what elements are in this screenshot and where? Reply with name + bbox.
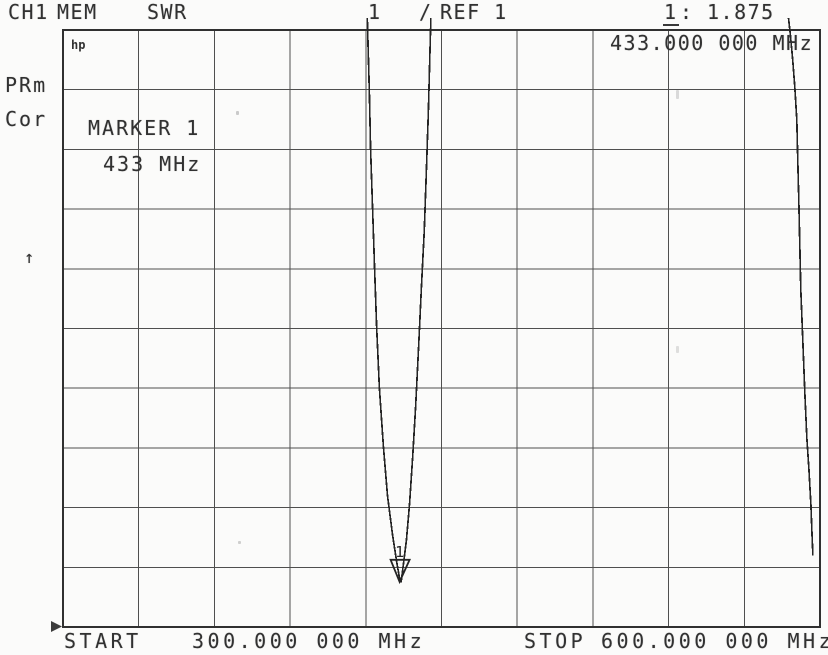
channel-label: CH1 bbox=[8, 0, 49, 24]
start-label: START bbox=[64, 629, 142, 653]
graticule-border bbox=[62, 29, 821, 628]
ref-label: REF 1 bbox=[440, 0, 508, 24]
swr-right-edge-trace bbox=[787, 18, 814, 556]
marker-readout-colon: : bbox=[680, 0, 694, 24]
scan-artifact-speck bbox=[676, 90, 679, 99]
marker-info-title: MARKER 1 bbox=[88, 116, 201, 140]
swr-resonance-dip-trace bbox=[366, 18, 432, 583]
marker-info-frequency: 433 MHz bbox=[103, 152, 202, 176]
stop-value: 600.000 000 MHz bbox=[601, 629, 828, 653]
marker-number-label: 1 bbox=[395, 543, 404, 561]
start-value: 300.000 000 MHz bbox=[192, 629, 426, 653]
scan-artifact-speck bbox=[236, 111, 239, 115]
hp-logo: hp bbox=[71, 38, 86, 52]
scale-per-div-value: 1 bbox=[368, 0, 382, 24]
marker-readout-value: 1.875 bbox=[707, 0, 775, 24]
trace-source-label: MEM bbox=[57, 0, 98, 24]
format-label: SWR bbox=[147, 0, 188, 24]
scan-artifact-speck bbox=[238, 541, 241, 544]
scan-artifact-speck bbox=[676, 346, 679, 353]
scale-slash: / bbox=[419, 0, 433, 24]
marker-frequency-readout: 433.000 000 MHz bbox=[610, 31, 814, 55]
marker-triangle-icon bbox=[389, 558, 411, 585]
stop-label: STOP bbox=[524, 629, 587, 653]
up-arrow-icon: ↑ bbox=[24, 248, 35, 268]
marker-readout-number: 1 bbox=[663, 0, 679, 26]
status-cor-label: Cor bbox=[5, 107, 48, 131]
ref-position-indicator-icon bbox=[51, 621, 62, 632]
active-marker-underline: 1 bbox=[663, 0, 679, 26]
status-prm-label: PRm bbox=[5, 73, 48, 97]
